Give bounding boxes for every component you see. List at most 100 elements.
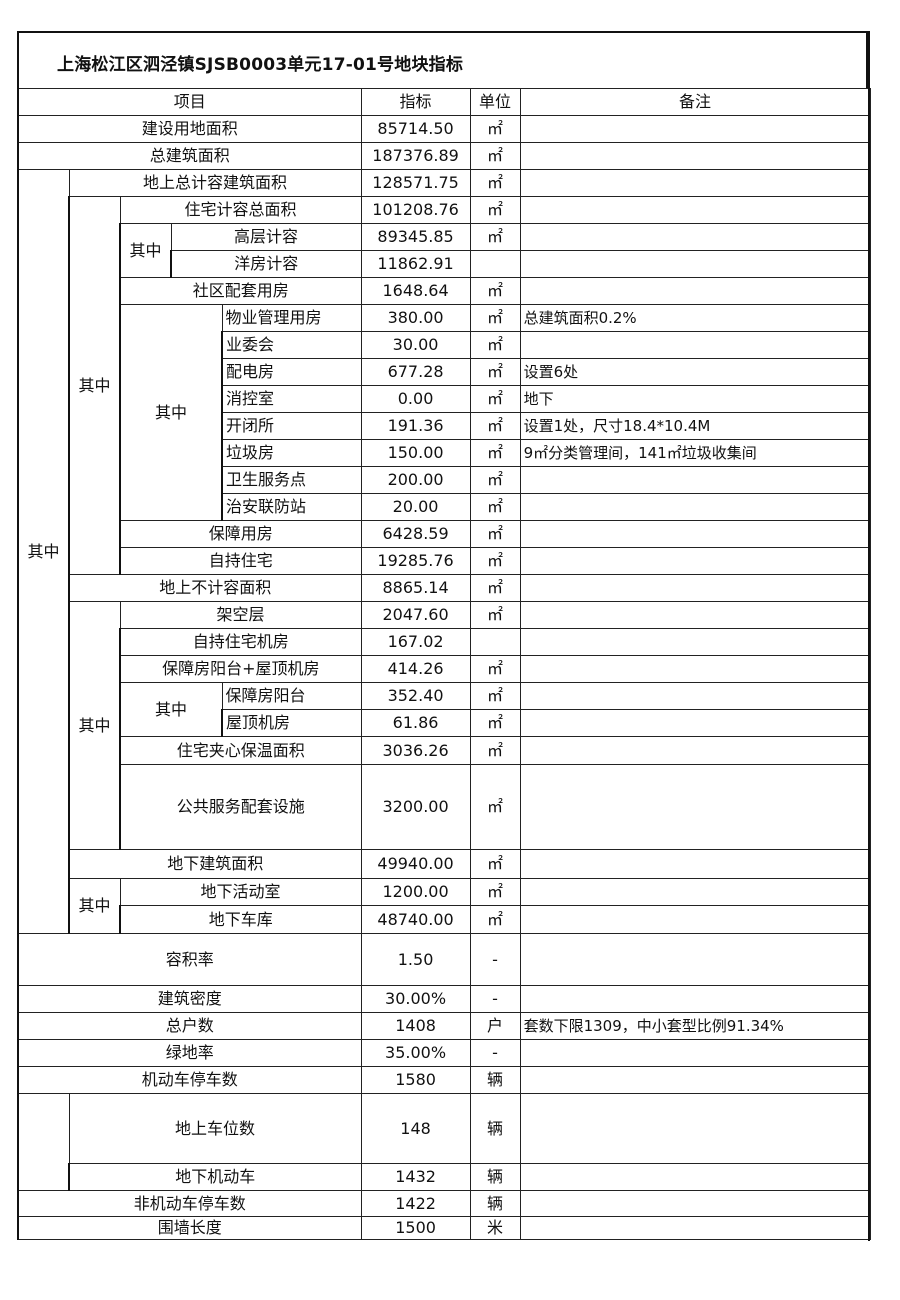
row-value: 1.50 xyxy=(360,933,471,986)
row-note xyxy=(519,115,871,143)
table-row: 其中 架空层 2047.60 ㎡ xyxy=(18,601,871,850)
row-label: 地下活动室 xyxy=(119,878,362,906)
row-value: 6428.59 xyxy=(360,520,471,548)
row-unit: 米 xyxy=(469,1216,521,1240)
row-note xyxy=(519,1066,871,1094)
row-unit: ㎡ xyxy=(469,682,521,710)
header-row: 项目 指标 单位 备注 xyxy=(16,88,871,116)
row-unit: ㎡ xyxy=(469,655,521,683)
row-value: 35.00% xyxy=(360,1039,471,1067)
row-note xyxy=(519,466,871,494)
row-note xyxy=(519,933,871,986)
row-note xyxy=(519,764,871,850)
row-note xyxy=(519,223,871,251)
row-unit: 户 xyxy=(469,1012,521,1040)
row-unit: ㎡ xyxy=(469,277,521,305)
row-value: 148 xyxy=(360,1093,471,1164)
row-value: 1422 xyxy=(360,1190,471,1217)
row-note xyxy=(519,250,871,278)
table-row: 卫生服务点 200.00 ㎡ xyxy=(18,466,871,494)
row-value: 49940.00 xyxy=(360,849,471,879)
row-value: 1500 xyxy=(360,1216,471,1240)
row-label: 高层计容 xyxy=(170,223,362,251)
row-note xyxy=(519,277,871,305)
row-value: 1580 xyxy=(360,1066,471,1094)
row-note xyxy=(519,493,871,521)
row-unit: ㎡ xyxy=(469,520,521,548)
row-value: 1432 xyxy=(360,1163,471,1191)
row-label: 开闭所 xyxy=(220,412,362,440)
table-row: 机动车停车数 1580 辆 xyxy=(16,1066,871,1094)
row-unit: 辆 xyxy=(469,1066,521,1094)
row-value: 48740.00 xyxy=(360,905,471,934)
row-label: 总建筑面积 xyxy=(16,142,362,170)
row-label: 住宅计容总面积 xyxy=(119,196,362,224)
row-value: 61.86 xyxy=(360,709,471,737)
row-value: 3036.26 xyxy=(360,736,471,765)
table-row: 其中 地上总计容建筑面积 128571.75 ㎡ xyxy=(17,169,871,934)
row-label: 垃圾房 xyxy=(220,439,362,467)
row-unit: ㎡ xyxy=(469,223,521,251)
row-unit: ㎡ xyxy=(469,878,521,906)
row-value: 191.36 xyxy=(360,412,471,440)
row-label: 住宅夹心保温面积 xyxy=(118,736,362,765)
row-note: 总建筑面积0.2% xyxy=(519,304,871,332)
row-note xyxy=(519,628,871,656)
row-unit: ㎡ xyxy=(469,412,521,440)
row-label: 地下车库 xyxy=(118,905,362,934)
row-note xyxy=(519,985,871,1013)
row-label: 建设用地面积 xyxy=(16,115,362,143)
group-label: 其中 xyxy=(68,601,121,850)
row-value: 414.26 xyxy=(360,655,471,683)
header-item: 项目 xyxy=(16,88,362,116)
row-unit: ㎡ xyxy=(469,142,521,170)
row-unit: ㎡ xyxy=(469,115,521,143)
row-label: 社区配套用房 xyxy=(118,277,362,305)
row-value: 1408 xyxy=(360,1012,471,1040)
row-unit: ㎡ xyxy=(469,764,521,850)
group-label: 其中 xyxy=(68,196,121,575)
row-value: 167.02 xyxy=(360,628,471,656)
row-unit: ㎡ xyxy=(469,574,521,602)
row-label: 保障房阳台+屋顶机房 xyxy=(118,655,362,683)
row-value: 3200.00 xyxy=(360,764,471,850)
row-note xyxy=(519,905,871,934)
table-row: 建筑密度 30.00% - xyxy=(16,985,871,1013)
row-unit: ㎡ xyxy=(469,439,521,467)
row-label: 非机动车停车数 xyxy=(16,1190,362,1217)
row-unit: - xyxy=(469,1039,521,1067)
group-label: 其中 xyxy=(119,682,223,737)
table-row: 其中 地下活动室 1200.00 ㎡ xyxy=(18,878,871,934)
row-value: 1200.00 xyxy=(360,878,471,906)
row-label: 建筑密度 xyxy=(16,985,362,1013)
row-value: 101208.76 xyxy=(360,196,471,224)
page-title: 上海松江区泗泾镇SJSB0003单元17-01号地块指标 xyxy=(57,55,464,75)
table-row: 非机动车停车数 1422 辆 xyxy=(16,1190,871,1217)
row-value: 380.00 xyxy=(360,304,471,332)
right-border xyxy=(868,31,870,1241)
row-label: 业委会 xyxy=(220,331,362,359)
table-row: 社区配套用房 1648.64 ㎡ xyxy=(18,277,871,305)
row-value: 20.00 xyxy=(360,493,471,521)
row-note xyxy=(519,1039,871,1067)
row-value: 11862.91 xyxy=(360,250,471,278)
row-note xyxy=(519,878,871,906)
row-label: 地下机动车 xyxy=(67,1163,362,1191)
row-note xyxy=(519,574,871,602)
table-row: 地下机动车 1432 辆 xyxy=(18,1163,871,1191)
row-label: 总户数 xyxy=(16,1012,362,1040)
table-row: 绿地率 35.00% - xyxy=(16,1039,871,1067)
row-value: 30.00 xyxy=(360,331,471,359)
row-value: 30.00% xyxy=(360,985,471,1013)
table-row: 其中 高层计容 89345.85 ㎡ xyxy=(18,223,871,278)
row-label: 地上车位数 xyxy=(68,1093,362,1164)
title-box: 上海松江区泗泾镇SJSB0003单元17-01号地块指标 xyxy=(17,31,868,88)
row-note xyxy=(519,547,871,575)
row-unit xyxy=(469,250,521,278)
row-label: 地上不计容面积 xyxy=(67,574,362,602)
row-label: 架空层 xyxy=(119,601,362,629)
